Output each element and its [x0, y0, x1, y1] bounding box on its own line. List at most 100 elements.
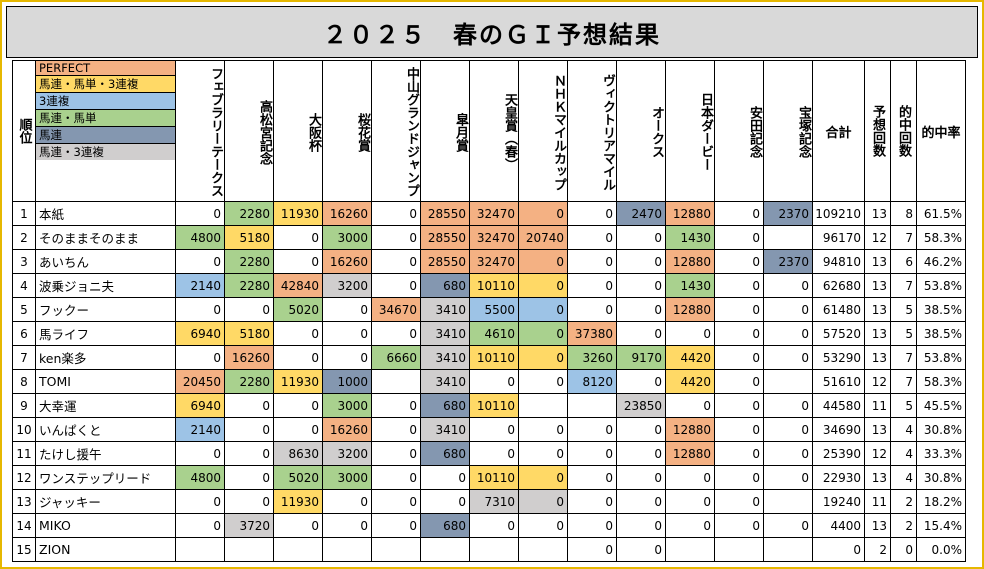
- value-cell: 34670: [371, 297, 421, 322]
- value-cell: 16260: [322, 249, 372, 274]
- table-row: 6 馬ライフ 6940 5180 0 0 0 3410 4610 0 37380 0 0 0 0 57520 1…: [12, 321, 966, 346]
- value-cell: 0: [420, 465, 470, 490]
- value-cell: 0: [714, 441, 764, 466]
- value-cell: 0: [175, 201, 225, 226]
- legend: PERFECT 馬連・馬単・3連複 3連複 馬連・馬単 馬連 馬連・3連複: [35, 60, 176, 202]
- rank-cell: 12: [12, 465, 36, 490]
- table-row: 10 いんぱくと 2140 0 0 16260 0 3410 0 0 0 0 12880 0 0 34690 1…: [12, 417, 966, 442]
- total-cell: 25390: [812, 441, 865, 466]
- value-cell: 0: [714, 225, 764, 250]
- header-race: 皐月賞: [420, 60, 470, 202]
- rate-cell: 38.5%: [916, 321, 966, 346]
- value-cell: 0: [616, 417, 666, 442]
- value-cell: 2470: [616, 201, 666, 226]
- value-cell: 0: [616, 297, 666, 322]
- value-cell: 11930: [273, 201, 323, 226]
- value-cell: 1000: [322, 369, 372, 394]
- name-cell: 波乗ジョニ夫: [35, 273, 176, 298]
- sheet-title: ２０２５ 春のＧＩ予想結果: [6, 6, 978, 58]
- value-cell: 42840: [273, 273, 323, 298]
- value-cell: 0: [714, 489, 764, 514]
- value-cell: 0: [714, 297, 764, 322]
- value-cell: 0: [371, 489, 421, 514]
- value-cell: 0: [175, 345, 225, 370]
- hits-cell: 7: [890, 273, 917, 298]
- table-row: 13 ジャッキー 0 0 11930 0 0 0 7310 0 0 0 0 0 19240 11 2 18.2%: [12, 489, 966, 514]
- value-cell: 0: [665, 393, 715, 418]
- total-cell: 94810: [812, 249, 865, 274]
- count-cell: 11: [864, 489, 891, 514]
- value-cell: 0: [224, 417, 274, 442]
- table-row: 5 フックー 0 0 5020 0 34670 3410 5500 0 0 0 12880 0 0 61480…: [12, 297, 966, 322]
- value-cell: 32470: [469, 201, 519, 226]
- value-cell: 0: [763, 273, 813, 298]
- value-cell: 0: [714, 513, 764, 538]
- value-cell: 3410: [420, 369, 470, 394]
- value-cell: 12880: [665, 417, 715, 442]
- value-cell: [763, 489, 813, 514]
- value-cell: [371, 537, 421, 562]
- table-row: 3 あいちん 0 2280 0 16260 0 28550 32470 0 0 0 12880 0 2370…: [12, 249, 966, 274]
- table-row: 11 たけし援午 0 0 8630 3200 0 680 0 0 0 0 12880 0 0 25390 12 4…: [12, 441, 966, 466]
- count-cell: 13: [864, 249, 891, 274]
- legend-item: PERFECT: [36, 61, 175, 76]
- hits-cell: 4: [890, 441, 917, 466]
- name-cell: そのままそのまま: [35, 225, 176, 250]
- value-cell: 3000: [322, 465, 372, 490]
- hits-cell: 7: [890, 225, 917, 250]
- value-cell: 0: [420, 489, 470, 514]
- name-cell: フックー: [35, 297, 176, 322]
- legend-item: 馬連: [36, 127, 175, 144]
- value-cell: 0: [616, 537, 666, 562]
- total-cell: 4400: [812, 513, 865, 538]
- value-cell: 0: [273, 321, 323, 346]
- value-cell: 680: [420, 273, 470, 298]
- hits-cell: 2: [890, 513, 917, 538]
- value-cell: 0: [763, 441, 813, 466]
- value-cell: 0: [371, 225, 421, 250]
- hits-cell: 5: [890, 321, 917, 346]
- value-cell: 5020: [273, 465, 323, 490]
- value-cell: 10110: [469, 393, 519, 418]
- value-cell: 0: [714, 417, 764, 442]
- value-cell: [420, 537, 470, 562]
- value-cell: 4420: [665, 369, 715, 394]
- value-cell: 28550: [420, 249, 470, 274]
- rate-cell: 18.2%: [916, 489, 966, 514]
- value-cell: [567, 393, 617, 418]
- rank-cell: 10: [12, 417, 36, 442]
- rate-cell: 61.5%: [916, 201, 966, 226]
- hits-cell: 6: [890, 249, 917, 274]
- table-row: 2 そのままそのまま 4800 5180 0 3000 0 28550 32470 20740 0 0…: [12, 225, 966, 250]
- name-cell: ken楽多: [35, 345, 176, 370]
- table-row: 12 ワンステップリード 4800 0 5020 3000 0 0 10110 0 0 0 0 0 0 229…: [12, 465, 966, 490]
- value-cell: 6940: [175, 321, 225, 346]
- value-cell: 23850: [616, 393, 666, 418]
- value-cell: 3200: [322, 441, 372, 466]
- value-cell: 680: [420, 393, 470, 418]
- rank-cell: 6: [12, 321, 36, 346]
- value-cell: 0: [371, 273, 421, 298]
- total-cell: 57520: [812, 321, 865, 346]
- table-row: 14 MIKO 0 3720 0 0 0 680 0 0 0 0 0 0 0 4400 13 2 15.4%: [12, 513, 966, 538]
- value-cell: 12880: [665, 249, 715, 274]
- value-cell: 0: [518, 201, 568, 226]
- header-rate: 的中率: [916, 60, 966, 202]
- header-total: 合計: [812, 60, 865, 202]
- header-race: 安田記念: [714, 60, 764, 202]
- value-cell: 4420: [665, 345, 715, 370]
- rate-cell: 53.8%: [916, 273, 966, 298]
- value-cell: 0: [763, 297, 813, 322]
- value-cell: 0: [714, 321, 764, 346]
- value-cell: [371, 369, 421, 394]
- total-cell: 109210: [812, 201, 865, 226]
- rate-cell: 30.8%: [916, 417, 966, 442]
- value-cell: 0: [665, 513, 715, 538]
- rank-cell: 1: [12, 201, 36, 226]
- value-cell: 0: [518, 297, 568, 322]
- value-cell: 0: [469, 369, 519, 394]
- name-cell: あいちん: [35, 249, 176, 274]
- rate-cell: 58.3%: [916, 225, 966, 250]
- rank-cell: 3: [12, 249, 36, 274]
- value-cell: 0: [763, 417, 813, 442]
